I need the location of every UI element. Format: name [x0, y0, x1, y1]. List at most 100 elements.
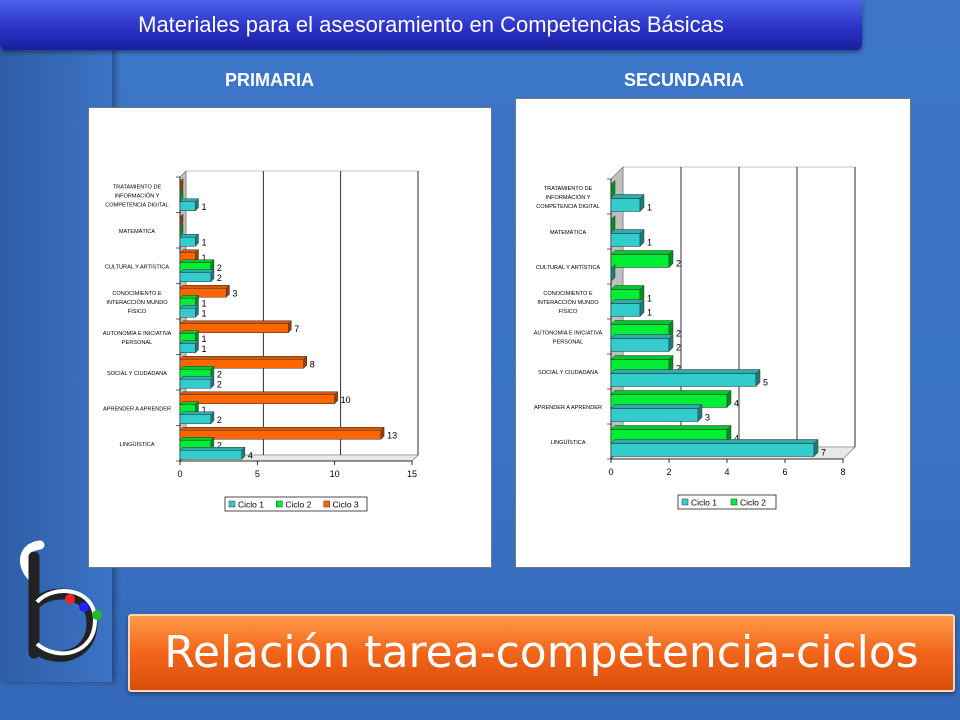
bar-front [610, 338, 670, 352]
bar-side [195, 249, 199, 263]
data-label: 4 [734, 434, 739, 444]
bar-top [179, 259, 215, 263]
bar-top [610, 250, 674, 255]
data-label: 2 [217, 415, 222, 425]
category-label: TRATAMIENTO DE [113, 184, 162, 190]
bar-top [610, 320, 674, 325]
category-label: LINGÜÍSTICA [550, 439, 585, 446]
bar-side [179, 188, 184, 202]
bar-top [610, 369, 761, 374]
bar-side [334, 391, 338, 405]
bar-side [179, 213, 184, 227]
bar-front [610, 233, 641, 247]
x-tick-label: 0 [608, 467, 613, 477]
section-title-secundaria: SECUNDARIA [624, 70, 745, 90]
bar-front [179, 308, 196, 318]
bar-top [610, 285, 645, 290]
bar-side [288, 320, 292, 334]
category-label: AUTONOMÍA E INICIATIVA [103, 330, 172, 337]
data-label: 2 [217, 379, 222, 389]
category-label: INTERACCIÓN MUNDO [106, 299, 168, 306]
data-label: 1 [201, 298, 206, 308]
bar-front [179, 450, 243, 460]
data-label: 4 [734, 399, 739, 409]
bar-front [179, 343, 196, 353]
bar-front [610, 254, 670, 268]
chart-secundaria: 0 2 4 6 8 TRATAMIENTO DE INFORMACIÓN Y COMPETEN… [534, 166, 856, 510]
bar-top [610, 390, 732, 395]
data-label: 2 [676, 259, 681, 269]
letter-b-logo-icon [20, 540, 102, 662]
bar-side [755, 368, 761, 388]
legend-label: Ciclo 1 [691, 498, 717, 508]
data-label: 1 [201, 308, 206, 318]
bar-side [668, 333, 674, 353]
bar-side [195, 198, 199, 212]
bar-side [226, 284, 230, 298]
bar-front [610, 198, 641, 212]
category-label: CONOCIMIENTO E [543, 291, 593, 297]
data-label: 2 [217, 263, 222, 273]
x-tick-label: 8 [840, 467, 845, 477]
bar-side [668, 249, 674, 269]
bar-top [179, 269, 215, 273]
bar-side [726, 424, 732, 444]
bar-side [303, 355, 307, 369]
bar-top [179, 411, 215, 415]
legend-box [224, 496, 368, 512]
bar-side [639, 298, 645, 318]
bar-side [241, 446, 246, 460]
bar-top [610, 439, 819, 444]
x-tick-label: 6 [782, 467, 787, 477]
data-label: 4 [248, 450, 253, 460]
bar-front [610, 408, 699, 422]
legend-swatch [276, 500, 283, 508]
category-label: APRENDER A APRENDER [103, 406, 171, 412]
category-label: SOCIAL Y CIUDADANA [538, 370, 598, 376]
data-label: 2 [676, 364, 681, 374]
bar-side [210, 259, 215, 273]
bar-front [179, 379, 212, 389]
category-label: CULTURAL Y ARTÍSTICA [105, 263, 170, 270]
bar-side [195, 233, 199, 247]
bar-top [610, 299, 645, 304]
footer-banner: Relación tarea-competencia-ciclos [128, 614, 955, 692]
legend-label: Ciclo 2 [285, 500, 311, 510]
data-label: 2 [676, 343, 681, 353]
bar-side [697, 403, 703, 423]
bar-front [179, 201, 196, 211]
legend-label: Ciclo 2 [740, 498, 766, 508]
data-label: 1 [201, 253, 206, 263]
category-label: COMPETENCIA DIGITAL [105, 202, 169, 208]
bar-side [668, 319, 674, 339]
bar-side [195, 330, 199, 344]
bar-top [610, 355, 674, 360]
data-label: 3 [705, 413, 710, 423]
data-label: 1 [201, 405, 206, 415]
bar-side [726, 389, 732, 409]
bar-side [639, 228, 645, 248]
x-tick-label: 4 [724, 467, 729, 477]
data-label: 2 [217, 369, 222, 379]
legend-swatch [323, 500, 330, 508]
bar-top [179, 427, 385, 431]
data-label: 1 [647, 294, 652, 304]
category-label: FÍSICO [559, 308, 578, 315]
bar-top [179, 376, 215, 380]
category-label: SOCIAL Y CIUDADANA [107, 371, 167, 377]
bar-top [610, 229, 645, 234]
x-tick-label: 10 [330, 469, 340, 479]
legend-label: Ciclo 1 [238, 500, 264, 510]
category-label: CONOCIMIENTO E [112, 291, 162, 297]
bar-side [195, 294, 199, 308]
x-tick-label: 0 [177, 469, 182, 479]
bar-front [610, 443, 815, 457]
category-label: MATEMÁTICA [550, 229, 587, 236]
chart-panel-secundaria: 0 2 4 6 8 TRATAMIENTO DE INFORMACIÓN Y COMPETEN… [515, 98, 911, 568]
bar-front [179, 237, 196, 247]
category-label: FÍSICO [128, 308, 147, 315]
data-label: 1 [647, 308, 652, 318]
bar-side [610, 214, 616, 234]
bar-front [179, 272, 212, 282]
legend-swatch [681, 498, 689, 506]
